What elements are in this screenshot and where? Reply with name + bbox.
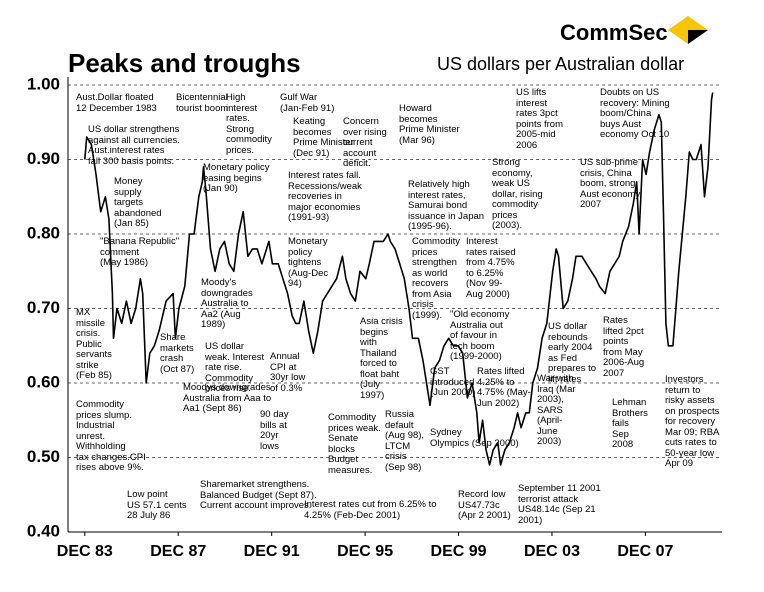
annotation: Asia crisis begins with Thailand forced …	[360, 316, 403, 401]
x-tick-label: DEC 95	[337, 543, 393, 560]
annotation: Concern over rising current account defi…	[343, 116, 387, 169]
annotation: US dollar rebounds early 2004 as Fed pre…	[548, 321, 597, 385]
annotation: US dollar strengthens against all curren…	[88, 124, 180, 167]
annotation: Moody's downgrades Australia to Aa2 (Aug…	[201, 277, 253, 330]
annotation: Gulf War (Jan-Feb 91)	[280, 92, 335, 114]
line	[84, 92, 714, 466]
brand: CommSec	[560, 20, 668, 45]
annotation: Sharemarket strengthens. Balanced Budget…	[200, 479, 317, 511]
annotation: Aust.Dollar floated 12 December 1983	[76, 92, 157, 114]
annotation: September 11 2001 terrorist attack US48.…	[518, 483, 601, 526]
annotation: Rates lifted 2pct points from May 2006-A…	[603, 315, 645, 379]
annotation: Record low US47.73c (Apr 2 2001)	[458, 489, 511, 521]
annotation: US sub-prime crisis, China boom, strong …	[580, 157, 641, 210]
annotation: Doubts on US recovery: Mining boom/China…	[600, 87, 670, 140]
annotation: Interest rates raised from 4.75% to 6.25…	[466, 236, 516, 300]
annotation: US lifts interest rates 3pct points from…	[516, 87, 563, 151]
annotation: Lehman Brothers fails Sep 2008	[612, 397, 648, 450]
chart-title: Peaks and troughs	[68, 48, 301, 78]
annotation: Interest rates fall. Recessions/weak rec…	[288, 170, 362, 223]
x-tick-label: DEC 83	[57, 543, 113, 560]
annotation: Investors return to risky assets on pros…	[665, 374, 720, 469]
annotation: Commodity prices weak. Senate blocks Bud…	[328, 412, 381, 476]
chart-subtitle: US dollars per Australian dollar	[437, 54, 684, 74]
annotation: War with Iraq (Mar 2003), SARS (April- J…	[537, 373, 576, 447]
x-tick-label: DEC 99	[431, 543, 487, 560]
annotation: Relatively high interest rates, Samurai …	[408, 179, 485, 232]
annotation: High interest rates. Strong commodity pr…	[226, 92, 272, 156]
annotation: Monetary policy easing begins (Jan 90)	[203, 162, 270, 194]
y-tick-label: 0.50	[27, 447, 60, 466]
annotation: US dollar weak. Interest rate rise. Comm…	[205, 341, 265, 394]
x-tick-label: DEC 07	[617, 543, 673, 560]
x-tick-label: DEC 87	[150, 543, 206, 560]
annotation: Keating becomes Prime Minister (Dec 91)	[293, 116, 354, 159]
annotation: Annual CPI at 30yr low of 0.3%	[270, 351, 306, 394]
annotation: Commodity prices slump. Industrial unres…	[76, 399, 146, 473]
annotation: Bicentennial tourist boom	[176, 92, 229, 114]
y-tick-label: 1.00	[27, 74, 60, 93]
y-tick-label: 0.60	[27, 372, 60, 391]
annotation: Money supply targets abandoned (Jan 85)	[114, 176, 162, 229]
annotation: MX missile crisis. Public servants strik…	[76, 307, 112, 381]
annotation: 90 day bills at 20yr lows	[260, 409, 289, 452]
x-tick-label: DEC 91	[244, 543, 300, 560]
annotation: Russia default (Aug 98), LTCM crisis (Se…	[385, 409, 425, 473]
annotation: Sydney Olympics (Sep 2000)	[430, 427, 519, 449]
x-tick-label: DEC 03	[524, 543, 580, 560]
annotation: Monetary policy tightens (Aug-Dec 94)	[288, 236, 329, 289]
logo	[668, 16, 708, 44]
y-tick-label: 0.90	[27, 149, 60, 168]
y-tick-label: 0.80	[27, 223, 60, 242]
y-tick-label: 0.70	[27, 298, 60, 317]
annotation: Howard becomes Prime Minister (Mar 96)	[399, 103, 460, 146]
annotation: Moodys downgrades Australia from Aaa to …	[183, 382, 272, 414]
annotation: "Old economy Australia out of favour in …	[450, 309, 510, 362]
annotation: "Banana Republic" comment (May 1986)	[100, 236, 180, 268]
annotation: Interest rates cut from 6.25% to 4.25% (…	[304, 499, 437, 521]
annotation: Share markets crash (Oct 87)	[160, 332, 195, 375]
annotation: Rates lifted 4.25% to 4.75% (May- Jun 20…	[477, 366, 531, 409]
annotation: Strong economy, weak US dollar, rising c…	[492, 157, 543, 231]
annotation: GST introduced (Jun 2000)	[430, 366, 476, 398]
y-tick-label: 0.40	[27, 521, 60, 540]
annotation: Commodity prices strengthen as world rec…	[412, 236, 461, 321]
annotation: Low point US 57.1 cents 28 July 86	[127, 489, 187, 521]
